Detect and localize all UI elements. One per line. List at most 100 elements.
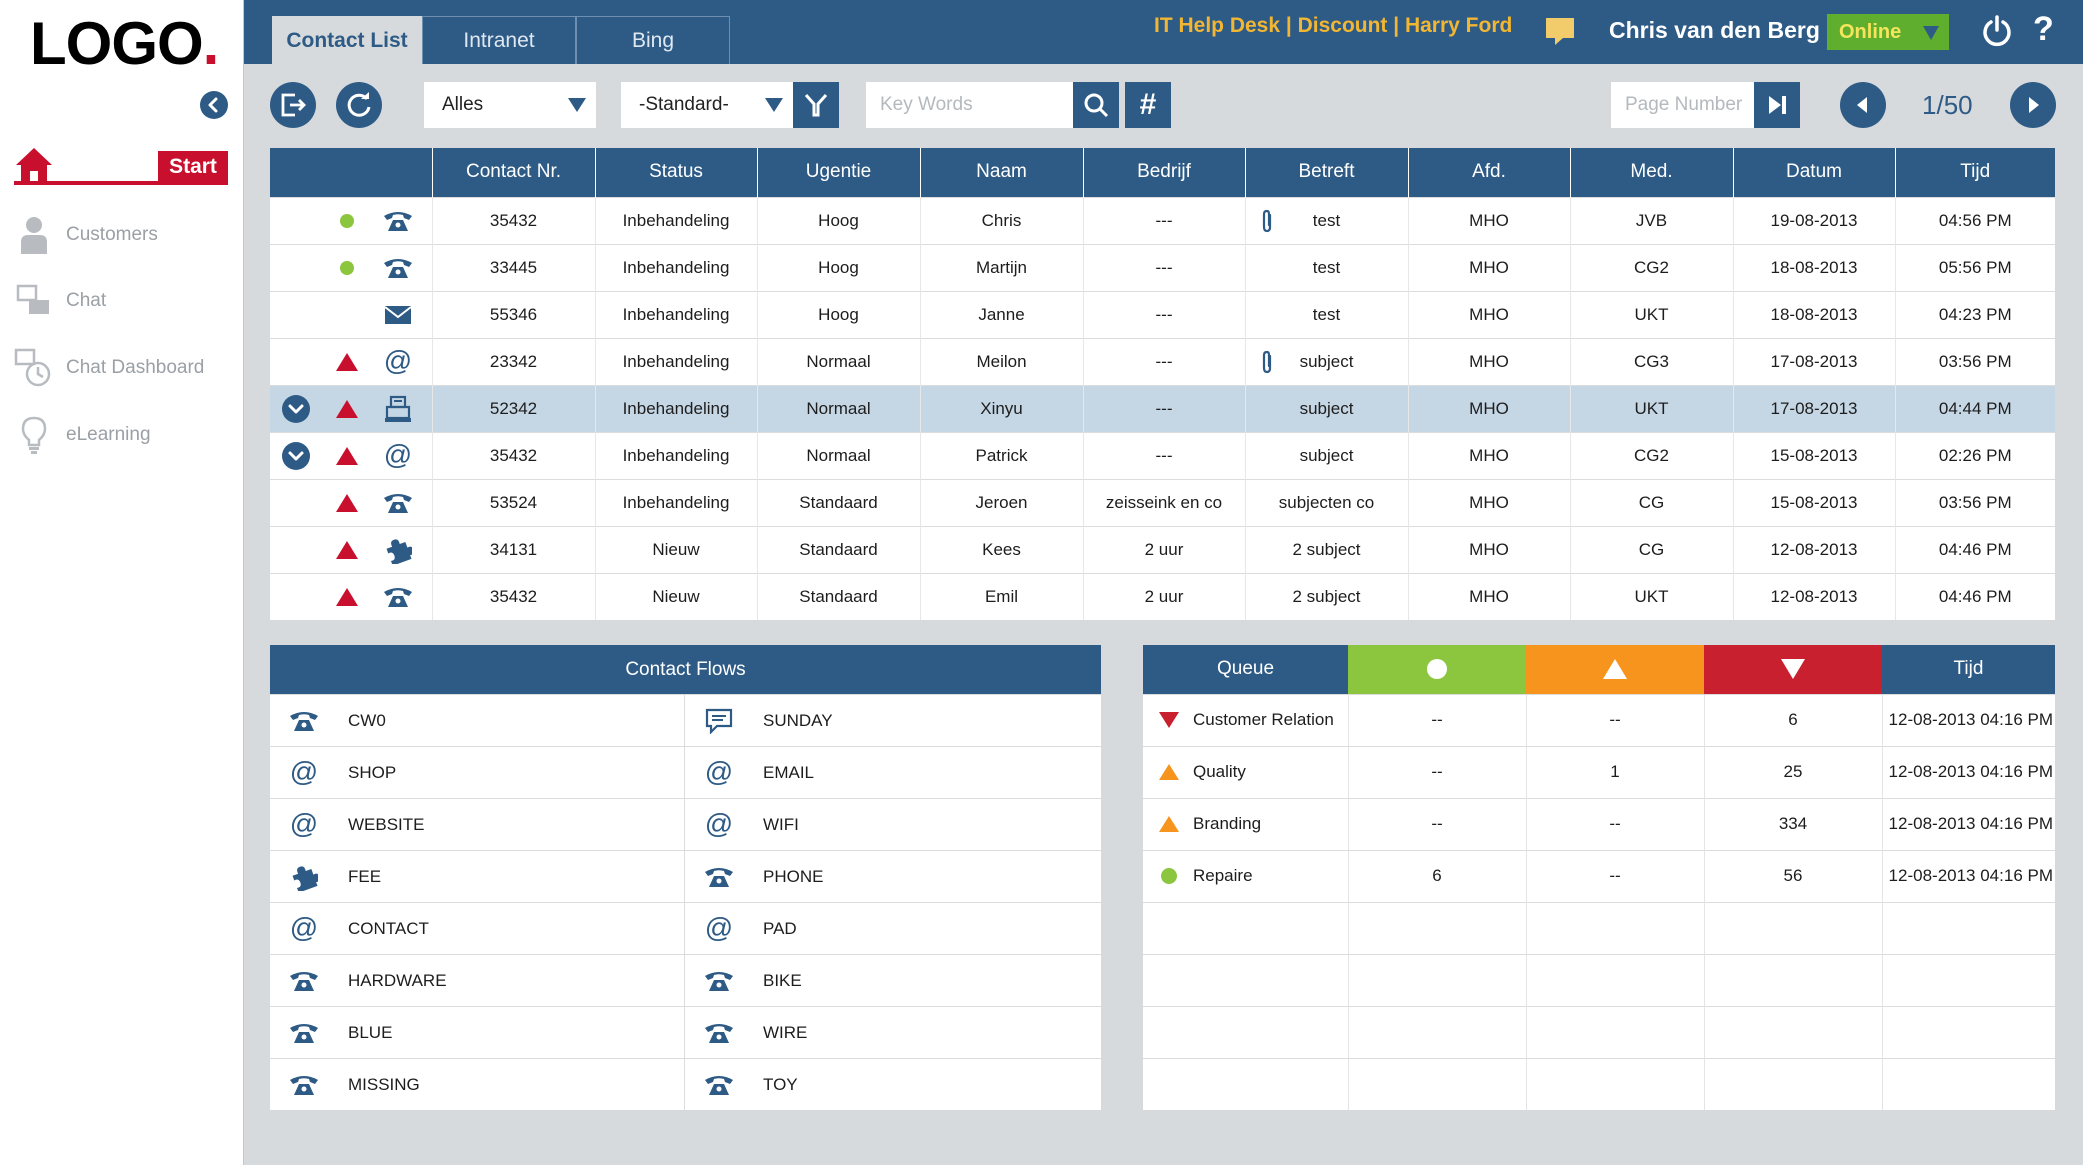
online-status-select[interactable]: Online bbox=[1827, 14, 1949, 50]
cell-naam-text: Janne bbox=[978, 304, 1025, 324]
sidebar-item-customers[interactable]: Customers bbox=[12, 210, 232, 260]
search-button[interactable] bbox=[1073, 82, 1119, 128]
tab-contact-list[interactable]: Contact List bbox=[272, 16, 422, 64]
col-header-med[interactable]: Med. bbox=[1569, 148, 1733, 197]
table-row[interactable]: 35432 Nieuw Standaard Emil 2 uur 2 subject MHO… bbox=[270, 572, 2055, 620]
table-row[interactable]: 53524 Inbehandeling Standaard Jeroen zeissei… bbox=[270, 478, 2055, 526]
power-button[interactable] bbox=[1981, 15, 2013, 47]
cell-afd: MHO bbox=[1407, 196, 1570, 244]
flow-item[interactable]: @ WIFI bbox=[685, 798, 1101, 850]
cell-tijd: 04:46 PM bbox=[1894, 525, 2055, 573]
col-header-naam[interactable]: Naam bbox=[919, 148, 1083, 197]
queue-name: Customer Relation bbox=[1193, 710, 1334, 729]
table-row[interactable]: @35432 Inbehandeling Normaal Patrick --- subj… bbox=[270, 431, 2055, 479]
page-indicator: 1/50 bbox=[1922, 90, 1973, 121]
table-row[interactable]: 52342 Inbehandeling Normaal Xinyu --- subject… bbox=[270, 384, 2055, 432]
row-expand-button[interactable] bbox=[281, 441, 311, 471]
col-header-ugentie[interactable]: Ugentie bbox=[756, 148, 920, 197]
queue-empty-cell bbox=[1703, 953, 1882, 1006]
phone-icon bbox=[384, 587, 412, 607]
flow-item[interactable]: MISSING bbox=[270, 1058, 685, 1110]
refresh-button[interactable] bbox=[336, 82, 382, 128]
flow-item-icon bbox=[284, 863, 324, 891]
helpdesk-info[interactable]: IT Help Desk | Discount | Harry Ford bbox=[1154, 14, 1513, 37]
cell-datum-text: 12-08-2013 bbox=[1770, 586, 1858, 606]
table-row[interactable]: @23342 Inbehandeling Normaal Meilon --- subje… bbox=[270, 337, 2055, 385]
tab-intranet[interactable]: Intranet bbox=[422, 16, 576, 64]
flow-item[interactable]: @ SHOP bbox=[270, 746, 685, 798]
go-to-page-button[interactable] bbox=[1754, 82, 1800, 128]
flow-item-icon bbox=[699, 1022, 739, 1044]
queue-table: Queue Tijd Customer Relation -- -- 6 12-08-2… bbox=[1143, 645, 2055, 1110]
queue-empty-cell bbox=[1703, 901, 1882, 954]
cell-tijd: 04:46 PM bbox=[1894, 572, 2055, 620]
cell-datum-text: 19-08-2013 bbox=[1770, 210, 1858, 230]
flow-item[interactable]: PHONE bbox=[685, 850, 1101, 902]
keywords-input[interactable] bbox=[866, 82, 1073, 128]
cell-naam: Meilon bbox=[919, 337, 1083, 385]
cell-bedrijf-text: 2 uur bbox=[1144, 539, 1184, 559]
cell-nr-text: 35432 bbox=[489, 210, 538, 230]
table-row[interactable]: 55346 Inbehandeling Hoog Janne --- test MHO UKT… bbox=[270, 290, 2055, 338]
flow-item[interactable]: HARDWARE bbox=[270, 954, 685, 1006]
row-expand-button[interactable] bbox=[281, 394, 311, 424]
flow-item[interactable]: @ PAD bbox=[685, 902, 1101, 954]
sidebar-item-start[interactable]: Start bbox=[14, 145, 228, 189]
cell-afd: MHO bbox=[1407, 337, 1570, 385]
tab-bing[interactable]: Bing bbox=[576, 16, 730, 64]
flow-item[interactable]: BLUE bbox=[270, 1006, 685, 1058]
filter-select[interactable]: Alles bbox=[424, 82, 596, 128]
cell-bedrijf: --- bbox=[1082, 196, 1245, 244]
col-header-contact-nr[interactable]: Contact Nr. bbox=[431, 148, 595, 197]
chat-notification-button[interactable] bbox=[1545, 16, 1575, 46]
table-row[interactable]: 35432 Inbehandeling Hoog Chris --- test MHO JVB… bbox=[270, 196, 2055, 244]
help-button[interactable]: ? bbox=[2033, 10, 2054, 48]
flow-item[interactable]: @ WEBSITE bbox=[270, 798, 685, 850]
queue-row[interactable]: Branding -- -- 334 12-08-2013 04:16 PM bbox=[1143, 797, 2055, 850]
table-row[interactable]: 33445 Inbehandeling Hoog Martijn --- test MHO C… bbox=[270, 243, 2055, 291]
next-page-button[interactable] bbox=[2010, 82, 2056, 128]
flow-item[interactable]: SUNDAY bbox=[685, 694, 1101, 746]
cell-ugentie-text: Normaal bbox=[806, 351, 871, 371]
filter-button[interactable] bbox=[793, 82, 839, 128]
queue-empty-row bbox=[1143, 1057, 2055, 1110]
col-header-datum[interactable]: Datum bbox=[1732, 148, 1895, 197]
col-header-tijd[interactable]: Tijd bbox=[1894, 148, 2055, 197]
queue-row[interactable]: Quality -- 1 25 12-08-2013 04:16 PM bbox=[1143, 745, 2055, 798]
cell-naam: Xinyu bbox=[919, 384, 1083, 432]
cell-med-text: UKT bbox=[1634, 398, 1669, 418]
queue-green-count: -- bbox=[1347, 745, 1526, 798]
col-header-bedrijf[interactable]: Bedrijf bbox=[1082, 148, 1245, 197]
queue-row[interactable]: Repaire 6 -- 56 12-08-2013 04:16 PM bbox=[1143, 849, 2055, 902]
sidebar-item-label: Chat bbox=[66, 290, 107, 311]
cell-datum: 12-08-2013 bbox=[1732, 525, 1895, 573]
col-header-status[interactable]: Status bbox=[594, 148, 757, 197]
cell-betreft-text: 2 subject bbox=[1292, 586, 1361, 606]
col-header-betreft[interactable]: Betreft bbox=[1244, 148, 1408, 197]
cell-datum-text: 15-08-2013 bbox=[1770, 445, 1858, 465]
flow-item[interactable]: @ EMAIL bbox=[685, 746, 1101, 798]
table-row[interactable]: 34131 Nieuw Standaard Kees 2 uur 2 subject MHO… bbox=[270, 525, 2055, 573]
sidebar-item-elearning[interactable]: eLearning bbox=[12, 410, 232, 460]
flow-item[interactable]: TOY bbox=[685, 1058, 1101, 1110]
flow-item[interactable]: FEE bbox=[270, 850, 685, 902]
col-header-afd[interactable]: Afd. bbox=[1407, 148, 1570, 197]
previous-page-button[interactable] bbox=[1840, 82, 1886, 128]
flow-item[interactable]: WIRE bbox=[685, 1006, 1101, 1058]
queue-row[interactable]: Customer Relation -- -- 6 12-08-2013 04:16 P… bbox=[1143, 693, 2055, 746]
cell-tijd-text: 04:56 PM bbox=[1938, 210, 2012, 230]
flow-item[interactable]: @ CONTACT bbox=[270, 902, 685, 954]
cell-datum-text: 17-08-2013 bbox=[1770, 351, 1858, 371]
flow-item[interactable]: BIKE bbox=[685, 954, 1101, 1006]
page-number-input[interactable] bbox=[1611, 82, 1754, 128]
sidebar-item-chat[interactable]: Chat bbox=[12, 276, 232, 326]
flow-item-icon: @ bbox=[699, 811, 739, 839]
hash-button[interactable]: # bbox=[1125, 82, 1171, 128]
logout-button[interactable] bbox=[270, 82, 316, 128]
flow-item[interactable]: CW0 bbox=[270, 694, 685, 746]
queue-status-icon bbox=[1157, 764, 1181, 780]
cell-datum: 18-08-2013 bbox=[1732, 290, 1895, 338]
sidebar-item-chat-dashboard[interactable]: Chat Dashboard bbox=[12, 343, 232, 393]
collapse-sidebar-button[interactable] bbox=[200, 91, 228, 119]
view-select[interactable]: -Standard- bbox=[621, 82, 793, 128]
